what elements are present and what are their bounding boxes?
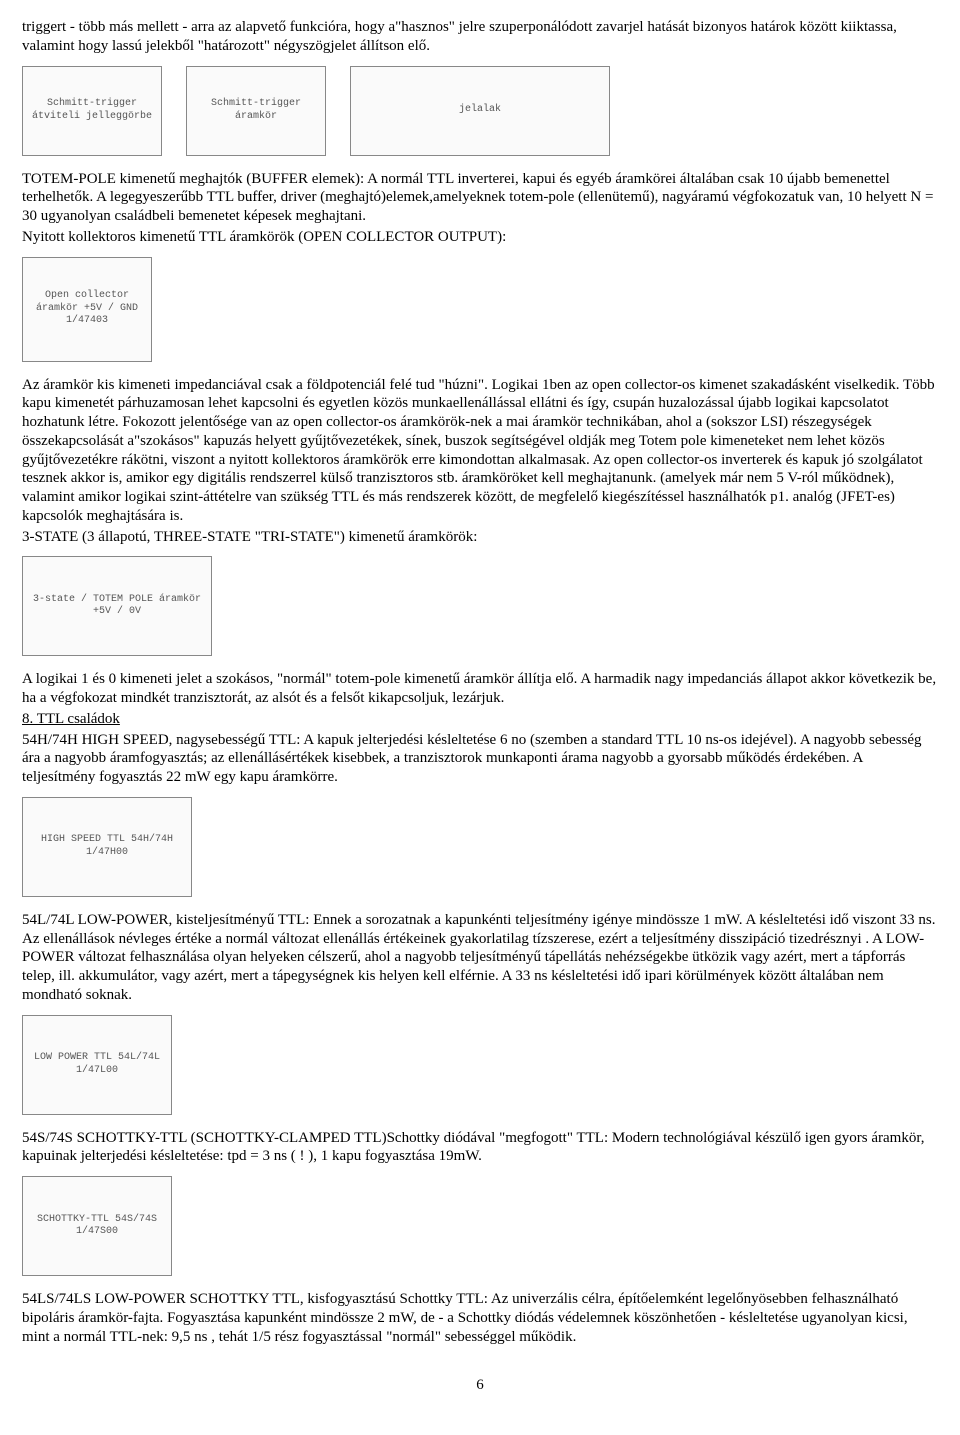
paragraph-opencollector-head: Nyitott kollektoros kimenetű TTL áramkör… [22,228,938,247]
figure-row-1: Schmitt-trigger átviteli jelleggörbe Sch… [22,66,938,156]
paragraph-schottky: 54S/74S SCHOTTKY-TTL (SCHOTTKY-CLAMPED T… [22,1129,938,1167]
figure-schottky-ttl: SCHOTTKY-TTL 54S/74S 1/47S00 [22,1176,172,1276]
figure-schmitt-waveform: jelalak [350,66,610,156]
figure-row-6: SCHOTTKY-TTL 54S/74S 1/47S00 [22,1176,938,1276]
paragraph-intro: triggert - több más mellett - arra az al… [22,18,938,56]
figure-row-4: HIGH SPEED TTL 54H/74H 1/47H00 [22,797,938,897]
paragraph-totempole: TOTEM-POLE kimenetű meghajtók (BUFFER el… [22,170,938,226]
paragraph-lowpower: 54L/74L LOW-POWER, kisteljesítményű TTL:… [22,911,938,1005]
figure-3state: 3-state / TOTEM POLE áramkör +5V / 0V [22,556,212,656]
figure-row-5: LOW POWER TTL 54L/74L 1/47L00 [22,1015,938,1115]
paragraph-3state-body: A logikai 1 és 0 kimeneti jelet a szokás… [22,670,938,708]
paragraph-highspeed: 54H/74H HIGH SPEED, nagysebességű TTL: A… [22,731,938,787]
figure-low-power-ttl: LOW POWER TTL 54L/74L 1/47L00 [22,1015,172,1115]
figure-open-collector: Open collector áramkör +5V / GND 1/47403 [22,257,152,362]
paragraph-lowpower-schottky: 54LS/74LS LOW-POWER SCHOTTKY TTL, kisfog… [22,1290,938,1346]
section-heading-ttl: 8. TTL családok [22,710,938,729]
figure-high-speed-ttl: HIGH SPEED TTL 54H/74H 1/47H00 [22,797,192,897]
page-number: 6 [22,1376,938,1395]
figure-schmitt-circuit: Schmitt-trigger áramkör [186,66,326,156]
paragraph-3state-head: 3-STATE (3 állapotú, THREE-STATE "TRI-ST… [22,528,938,547]
figure-row-3: 3-state / TOTEM POLE áramkör +5V / 0V [22,556,938,656]
figure-schmitt-transfer: Schmitt-trigger átviteli jelleggörbe [22,66,162,156]
paragraph-opencollector-body: Az áramkör kis kimeneti impedanciával cs… [22,376,938,526]
figure-row-2: Open collector áramkör +5V / GND 1/47403 [22,257,938,362]
